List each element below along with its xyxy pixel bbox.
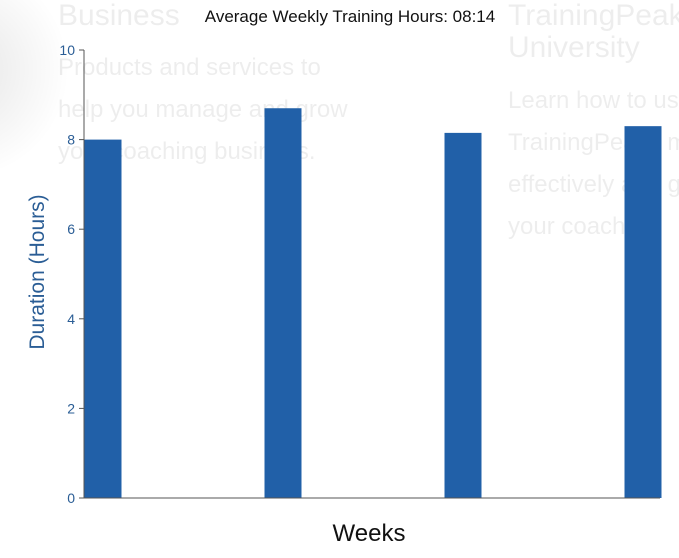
- bars-layer: [84, 108, 662, 499]
- y-tick-label: 0: [67, 490, 75, 506]
- axes-layer: 0 2 4 6 8 10: [59, 42, 660, 506]
- background-shadow: [0, 0, 70, 180]
- y-tick-label: 4: [67, 311, 75, 327]
- y-tick-label: 10: [59, 42, 75, 58]
- y-tick-label: 2: [67, 400, 75, 416]
- x-axis-label: Weeks: [333, 520, 406, 547]
- background-left-title: Business: [58, 0, 180, 32]
- bar-week-3[interactable]: [444, 132, 482, 498]
- y-axis-label: Duration (Hours): [26, 194, 49, 349]
- background-right-title: TrainingPeaks University: [508, 0, 679, 64]
- bar-week-4[interactable]: [624, 126, 662, 498]
- bar-week-1[interactable]: [84, 139, 122, 498]
- y-tick-label: 6: [67, 221, 75, 237]
- bar-week-2[interactable]: [264, 108, 302, 499]
- chart-title: Average Weekly Training Hours: 08:14: [204, 7, 496, 26]
- y-tick-label: 8: [67, 132, 75, 148]
